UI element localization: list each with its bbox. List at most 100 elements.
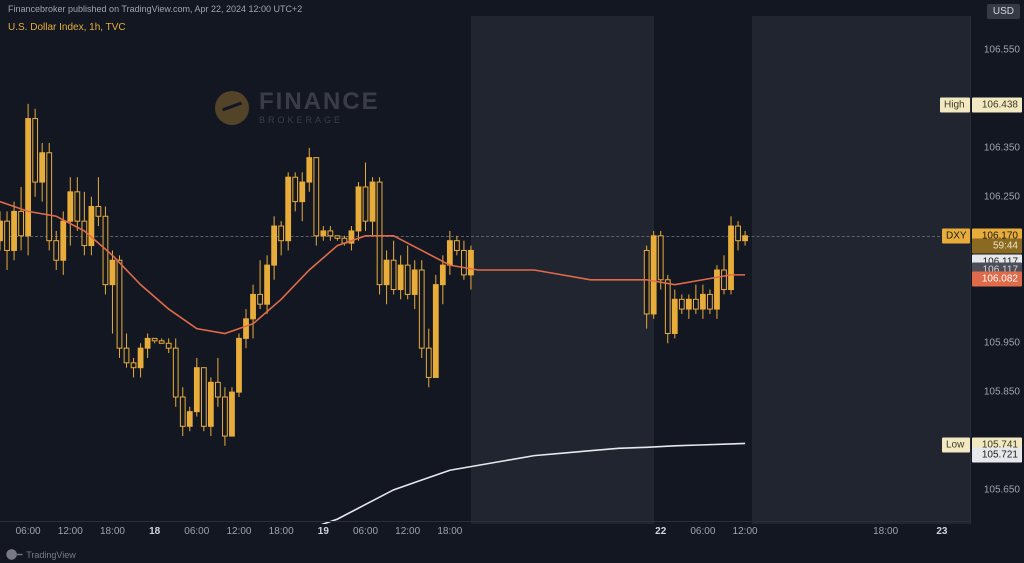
price-label: 105.721	[972, 448, 1022, 463]
x-tick: 18:00	[100, 526, 125, 537]
candle	[412, 270, 417, 294]
candle	[433, 285, 438, 378]
candle	[216, 382, 221, 397]
candle	[356, 187, 361, 231]
candle	[426, 348, 431, 377]
candle	[469, 250, 474, 274]
x-tick: 06:00	[353, 526, 378, 537]
candle	[363, 187, 368, 221]
plot-area[interactable]	[0, 16, 970, 524]
candle	[47, 153, 52, 241]
candle	[251, 294, 256, 318]
candle	[736, 226, 741, 241]
candle	[166, 343, 171, 348]
candle	[307, 158, 312, 182]
footer: ⬤⎯ TradingView	[6, 549, 76, 560]
tradingview-logo-icon: ⬤⎯	[6, 549, 22, 560]
candle	[743, 236, 748, 241]
candle	[398, 265, 403, 289]
publisher-line: Financebroker published on TradingView.c…	[8, 4, 302, 14]
candle	[405, 265, 410, 294]
candle	[286, 177, 291, 241]
candle	[159, 341, 164, 343]
x-tick: 12:00	[226, 526, 251, 537]
x-axis[interactable]: 06:00 12:00 18:00 18 06:00 12:00 18:00 19 06:00 1…	[0, 521, 970, 541]
candle	[89, 207, 94, 246]
y-tick: 106.350	[984, 142, 1020, 153]
x-tick: 18:00	[873, 526, 898, 537]
candle	[272, 226, 277, 265]
price-svg	[0, 16, 970, 524]
candle	[658, 236, 663, 280]
y-axis[interactable]: 106.550 106.350 106.250 105.950 105.850 105.6…	[970, 16, 1024, 524]
x-tick: 19	[318, 526, 329, 537]
candle	[173, 348, 178, 397]
candle	[665, 280, 670, 334]
candle	[314, 158, 319, 236]
candle	[75, 192, 80, 221]
candle	[208, 382, 213, 426]
candle	[377, 182, 382, 285]
y-tick: 106.250	[984, 191, 1020, 202]
price-label-tag: DXY	[942, 228, 970, 243]
chart-root: Financebroker published on TradingView.c…	[0, 0, 1024, 563]
candle	[335, 236, 340, 238]
candle	[187, 412, 192, 427]
candle	[33, 119, 38, 183]
candle	[5, 221, 10, 250]
x-tick: 12:00	[395, 526, 420, 537]
candle	[180, 397, 185, 426]
candle	[462, 250, 467, 274]
ma-slow-line	[309, 443, 745, 524]
candle	[19, 211, 24, 235]
price-label: 106.082	[972, 271, 1022, 286]
candle	[131, 363, 136, 368]
candle	[644, 250, 649, 314]
candle	[391, 260, 396, 289]
candle	[68, 192, 73, 221]
x-tick: 18	[149, 526, 160, 537]
footer-text: TradingView	[26, 550, 76, 560]
candle	[447, 241, 452, 265]
candle	[279, 226, 284, 241]
candle	[26, 119, 31, 236]
candle	[370, 182, 375, 221]
price-label-tag: High	[940, 97, 970, 112]
candle	[96, 207, 101, 217]
x-tick: 06:00	[690, 526, 715, 537]
candle	[201, 368, 206, 427]
price-label: 59:44	[972, 238, 1022, 253]
candle	[679, 299, 684, 309]
candle	[729, 226, 734, 289]
y-tick: 105.650	[984, 484, 1020, 495]
candle	[0, 221, 2, 241]
candle	[321, 231, 326, 236]
x-tick: 18:00	[269, 526, 294, 537]
y-tick: 106.550	[984, 45, 1020, 56]
x-tick: 18:00	[437, 526, 462, 537]
candle	[384, 260, 389, 284]
x-tick: 06:00	[184, 526, 209, 537]
y-tick: 105.950	[984, 338, 1020, 349]
candle	[230, 392, 235, 436]
candle	[672, 299, 677, 333]
candle	[145, 338, 150, 348]
candle	[300, 182, 305, 202]
candle	[419, 270, 424, 348]
candle	[686, 299, 691, 309]
candle	[708, 294, 713, 309]
candle	[328, 231, 333, 236]
candle	[701, 294, 706, 309]
candle	[454, 241, 459, 251]
y-tick: 105.850	[984, 387, 1020, 398]
candle	[138, 348, 143, 368]
candle	[223, 397, 228, 436]
x-tick: 23	[936, 526, 947, 537]
candle	[54, 241, 59, 261]
candle	[194, 368, 199, 412]
x-tick: 22	[655, 526, 666, 537]
candle	[124, 348, 129, 363]
candle	[117, 260, 122, 348]
candle	[237, 338, 242, 392]
price-label-tag: Low	[942, 438, 970, 453]
